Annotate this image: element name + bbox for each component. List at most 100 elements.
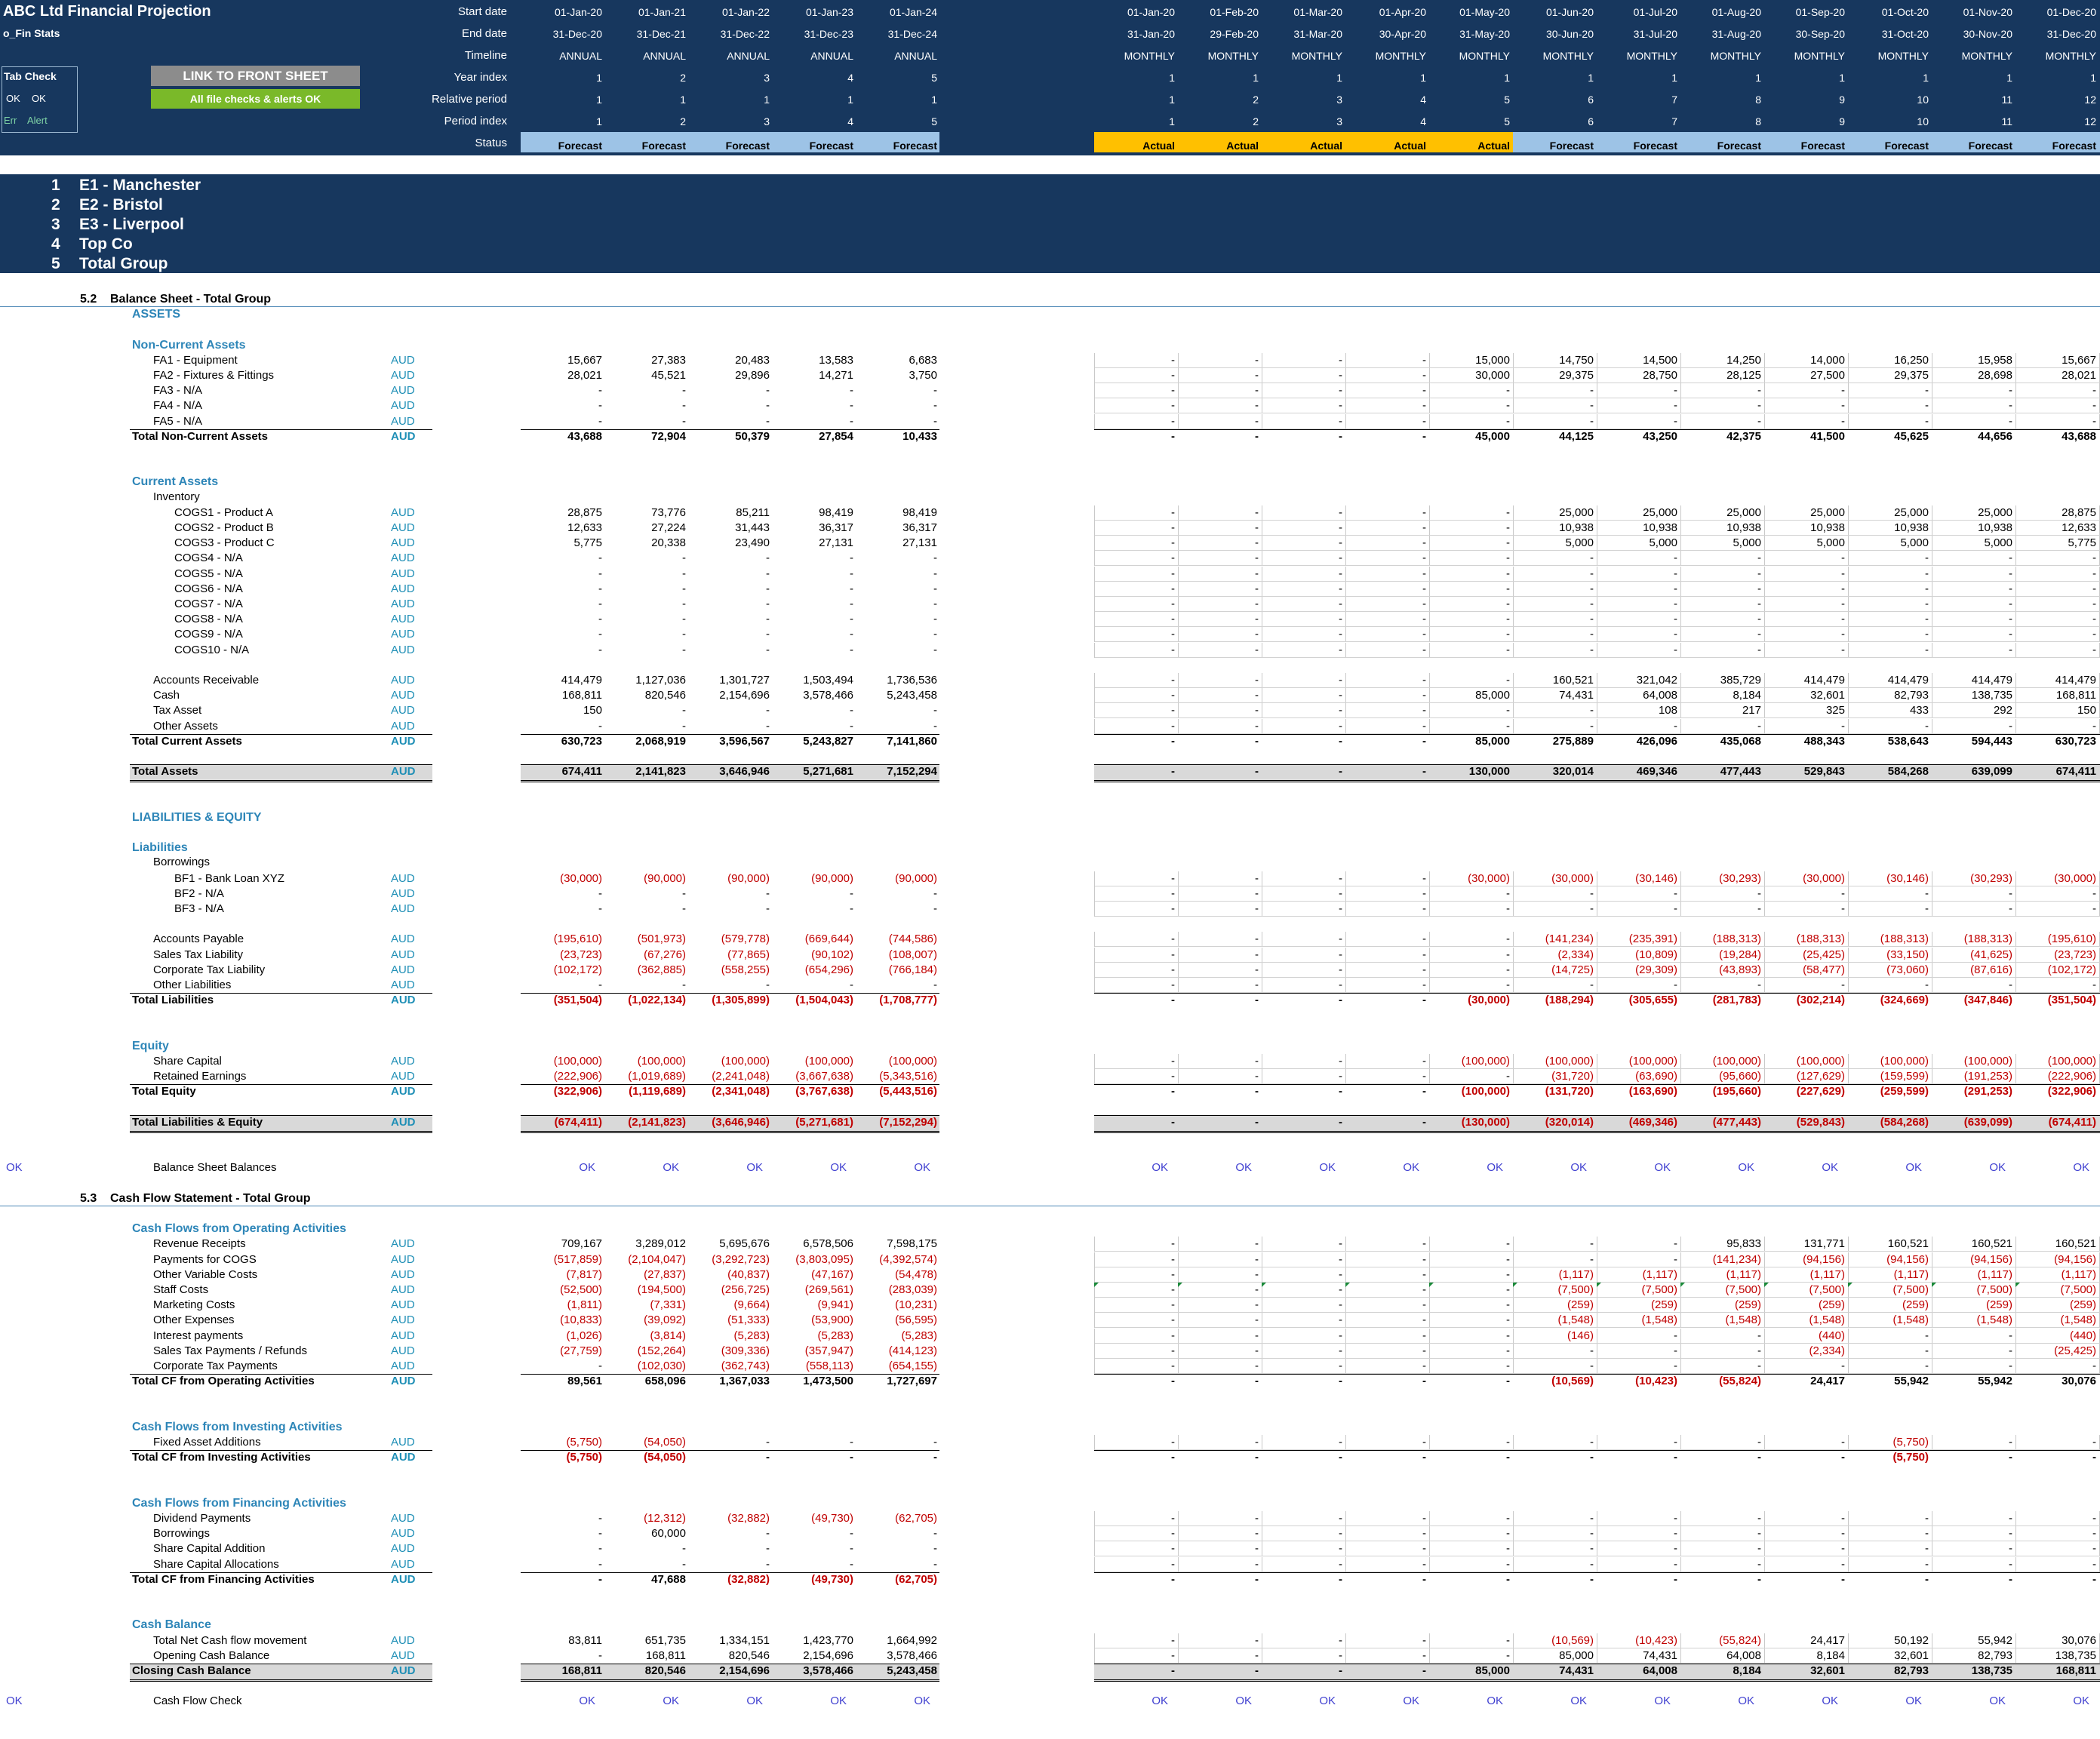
monthly-value[interactable]: - (1506, 948, 1510, 961)
monthly-value[interactable]: (58,477) (1803, 963, 1845, 976)
monthly-value[interactable]: (30,146) (1635, 872, 1677, 885)
monthly-value[interactable]: - (1422, 1512, 1426, 1525)
monthly-value[interactable]: (73,060) (1886, 963, 1929, 976)
monthly-value[interactable]: - (1841, 887, 1845, 900)
monthly-value[interactable]: - (1841, 644, 1845, 656)
monthly-value[interactable]: (30,293) (1719, 872, 1761, 885)
monthly-value[interactable]: - (1422, 1085, 1426, 1098)
monthly-value[interactable]: - (1757, 552, 1761, 564)
monthly-value[interactable]: (7,500) (1892, 1283, 1929, 1296)
monthly-value[interactable]: - (1255, 1237, 1259, 1250)
monthly-value[interactable]: 14,500 (1643, 354, 1677, 367)
monthly-value[interactable]: - (1255, 1298, 1259, 1311)
monthly-value[interactable]: - (1339, 1070, 1342, 1083)
monthly-value[interactable]: (30,000) (1468, 872, 1510, 885)
monthly-value[interactable]: - (1339, 369, 1342, 382)
monthly-value[interactable]: (100,000) (1963, 1055, 2012, 1068)
monthly-value[interactable]: (227,629) (1796, 1085, 1845, 1098)
monthly-value[interactable]: (41,625) (1970, 948, 2012, 961)
monthly-value[interactable]: (94,156) (1970, 1253, 2012, 1266)
monthly-value[interactable]: - (1841, 384, 1845, 397)
monthly-value[interactable]: - (1841, 1451, 1845, 1464)
monthly-value[interactable]: - (1255, 948, 1259, 961)
monthly-value[interactable]: 55,942 (1978, 1375, 2012, 1387)
monthly-value[interactable]: - (1255, 415, 1259, 428)
monthly-value[interactable]: (1,117) (1726, 1268, 1761, 1281)
monthly-value[interactable]: - (1925, 1329, 1929, 1342)
monthly-value[interactable]: 55,942 (1894, 1375, 1929, 1387)
monthly-value[interactable]: (291,253) (1963, 1085, 2012, 1098)
monthly-value[interactable]: - (2009, 582, 2012, 595)
monthly-value[interactable]: (43,893) (1719, 963, 1761, 976)
monthly-value[interactable]: - (1506, 644, 1510, 656)
monthly-value[interactable]: (188,313) (1712, 932, 1761, 945)
monthly-value[interactable]: - (1757, 582, 1761, 595)
monthly-value[interactable]: (7,500) (1976, 1283, 2012, 1296)
monthly-value[interactable]: - (1757, 598, 1761, 610)
monthly-value[interactable]: 85,000 (1475, 735, 1510, 748)
monthly-value[interactable]: (30,000) (1551, 872, 1594, 885)
monthly-value[interactable]: 25,000 (1978, 506, 2012, 519)
monthly-value[interactable]: - (1674, 384, 1677, 397)
monthly-value[interactable]: (674,411) (2048, 1116, 2096, 1129)
monthly-value[interactable]: 639,099 (1971, 765, 2012, 778)
monthly-value[interactable]: 25,000 (1559, 506, 1594, 519)
monthly-value[interactable]: (100,000) (1545, 1055, 1594, 1068)
monthly-value[interactable]: - (1925, 567, 1929, 580)
monthly-value[interactable]: - (1422, 521, 1426, 534)
monthly-value[interactable]: 108 (1658, 704, 1677, 717)
monthly-value[interactable]: - (2092, 644, 2096, 656)
monthly-value[interactable]: - (1422, 644, 1426, 656)
monthly-value[interactable]: (259) (1567, 1298, 1594, 1311)
monthly-value[interactable]: - (1255, 384, 1259, 397)
monthly-value[interactable]: 44,125 (1559, 430, 1594, 443)
monthly-value[interactable]: - (1339, 613, 1342, 625)
monthly-value[interactable]: 12,633 (2062, 521, 2096, 534)
monthly-value[interactable]: (1,117) (1558, 1268, 1594, 1281)
monthly-value[interactable]: - (1171, 369, 1175, 382)
monthly-value[interactable]: - (2092, 1436, 2096, 1449)
monthly-value[interactable]: - (2009, 720, 2012, 733)
monthly-value[interactable]: - (1841, 415, 1845, 428)
monthly-value[interactable]: 25,000 (1810, 506, 1845, 519)
monthly-value[interactable]: - (1255, 902, 1259, 915)
entity-name[interactable]: E2 - Bristol (79, 196, 163, 214)
monthly-value[interactable]: (141,234) (1712, 1253, 1761, 1266)
monthly-value[interactable]: (188,313) (1796, 932, 1845, 945)
monthly-value[interactable]: 82,793 (1978, 1649, 2012, 1662)
monthly-value[interactable]: (351,504) (2047, 994, 2096, 1006)
monthly-value[interactable]: - (2092, 598, 2096, 610)
monthly-value[interactable]: - (1506, 674, 1510, 687)
monthly-value[interactable]: (30,293) (1970, 872, 2012, 885)
monthly-value[interactable]: - (1925, 644, 1929, 656)
monthly-value[interactable]: 15,000 (1475, 354, 1510, 367)
monthly-value[interactable]: - (1422, 582, 1426, 595)
monthly-value[interactable]: 44,656 (1978, 430, 2012, 443)
monthly-value[interactable]: - (1925, 1344, 1929, 1357)
monthly-value[interactable]: - (1925, 979, 1929, 991)
monthly-value[interactable]: 15,667 (2062, 354, 2096, 367)
monthly-value[interactable]: (1,548) (1976, 1313, 2012, 1326)
monthly-value[interactable]: - (2092, 1451, 2096, 1464)
monthly-value[interactable]: 30,000 (1475, 369, 1510, 382)
monthly-value[interactable]: (259) (1902, 1298, 1929, 1311)
monthly-value[interactable]: (440) (2069, 1329, 2096, 1342)
monthly-value[interactable]: - (1590, 644, 1594, 656)
monthly-value[interactable]: - (1422, 430, 1426, 443)
monthly-value[interactable]: 217 (1742, 704, 1761, 717)
monthly-value[interactable]: 5,000 (1733, 536, 1761, 549)
monthly-value[interactable]: - (1674, 399, 1677, 412)
monthly-value[interactable]: - (1339, 521, 1342, 534)
monthly-value[interactable]: (14,725) (1551, 963, 1594, 976)
monthly-value[interactable]: - (1255, 1268, 1259, 1281)
monthly-value[interactable]: - (1339, 354, 1342, 367)
monthly-value[interactable]: - (1339, 552, 1342, 564)
monthly-value[interactable]: 325 (1825, 704, 1845, 717)
monthly-value[interactable]: (31,720) (1551, 1070, 1594, 1083)
monthly-value[interactable]: - (1506, 552, 1510, 564)
monthly-value[interactable]: - (1506, 521, 1510, 534)
monthly-value[interactable]: - (1506, 1313, 1510, 1326)
monthly-value[interactable]: (25,425) (2054, 1344, 2096, 1357)
monthly-value[interactable]: - (2092, 1527, 2096, 1540)
monthly-value[interactable]: - (1674, 552, 1677, 564)
